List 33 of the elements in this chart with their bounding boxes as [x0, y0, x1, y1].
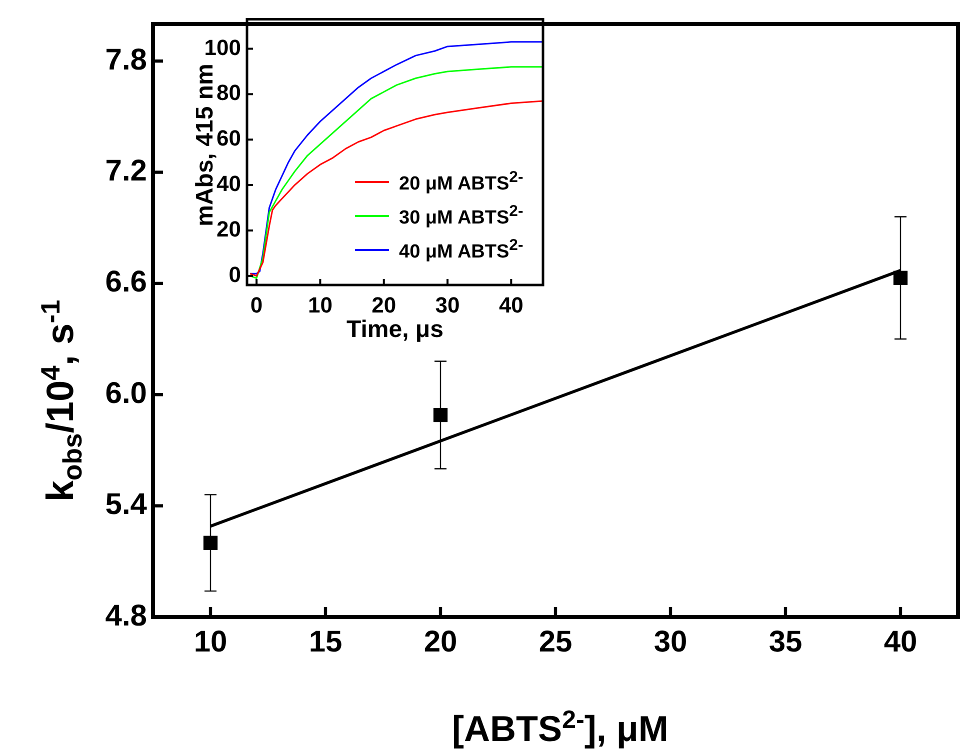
legend-label: 20 μM ABTS$^{2-}$	[399, 168, 524, 196]
x-tick-label: 10	[308, 292, 332, 318]
x-tick-label: 30	[435, 292, 460, 318]
x-tick-label: 15	[308, 625, 342, 658]
x-tick-label: 40	[884, 625, 918, 658]
y-tick-label: 40	[216, 171, 241, 196]
y-tick-label: 20	[216, 216, 241, 242]
x-axis-title: [ABTS$^{2-}$], μM	[452, 706, 668, 750]
x-tick-label: 20	[424, 625, 458, 658]
legend-label: 30 μM ABTS$^{2-}$	[399, 202, 524, 230]
x-tick-label: 40	[498, 292, 524, 318]
y-tick-label: 7.8	[105, 43, 147, 76]
x-tick-label: 25	[538, 625, 572, 658]
point	[433, 408, 448, 422]
y-tick-label: 4.8	[105, 599, 147, 632]
point	[203, 536, 218, 550]
y-tick-label: 7.2	[105, 154, 147, 188]
y-tick-label: 0	[228, 262, 241, 287]
x-tick-label: 10	[194, 625, 228, 658]
x-tick-label: 35	[768, 625, 802, 658]
y-tick-label: 6.6	[105, 266, 147, 299]
y-tick-label: 5.4	[105, 488, 148, 522]
legend-label: 40 μM ABTS$^{2-}$	[399, 236, 524, 264]
x-axis-title: Time, μs	[346, 316, 444, 344]
x-tick-label: 0	[250, 292, 263, 318]
x-tick-label: 30	[654, 625, 688, 658]
y-tick-label: 80	[216, 80, 241, 106]
y-tick-label: 60	[216, 126, 241, 151]
x-tick-label: 20	[372, 292, 396, 318]
point	[893, 270, 908, 285]
y-axis-title: mAbs, 415 nm	[190, 64, 218, 226]
y-tick-label: 6.0	[105, 376, 147, 410]
y-tick-label: 100	[204, 34, 241, 60]
